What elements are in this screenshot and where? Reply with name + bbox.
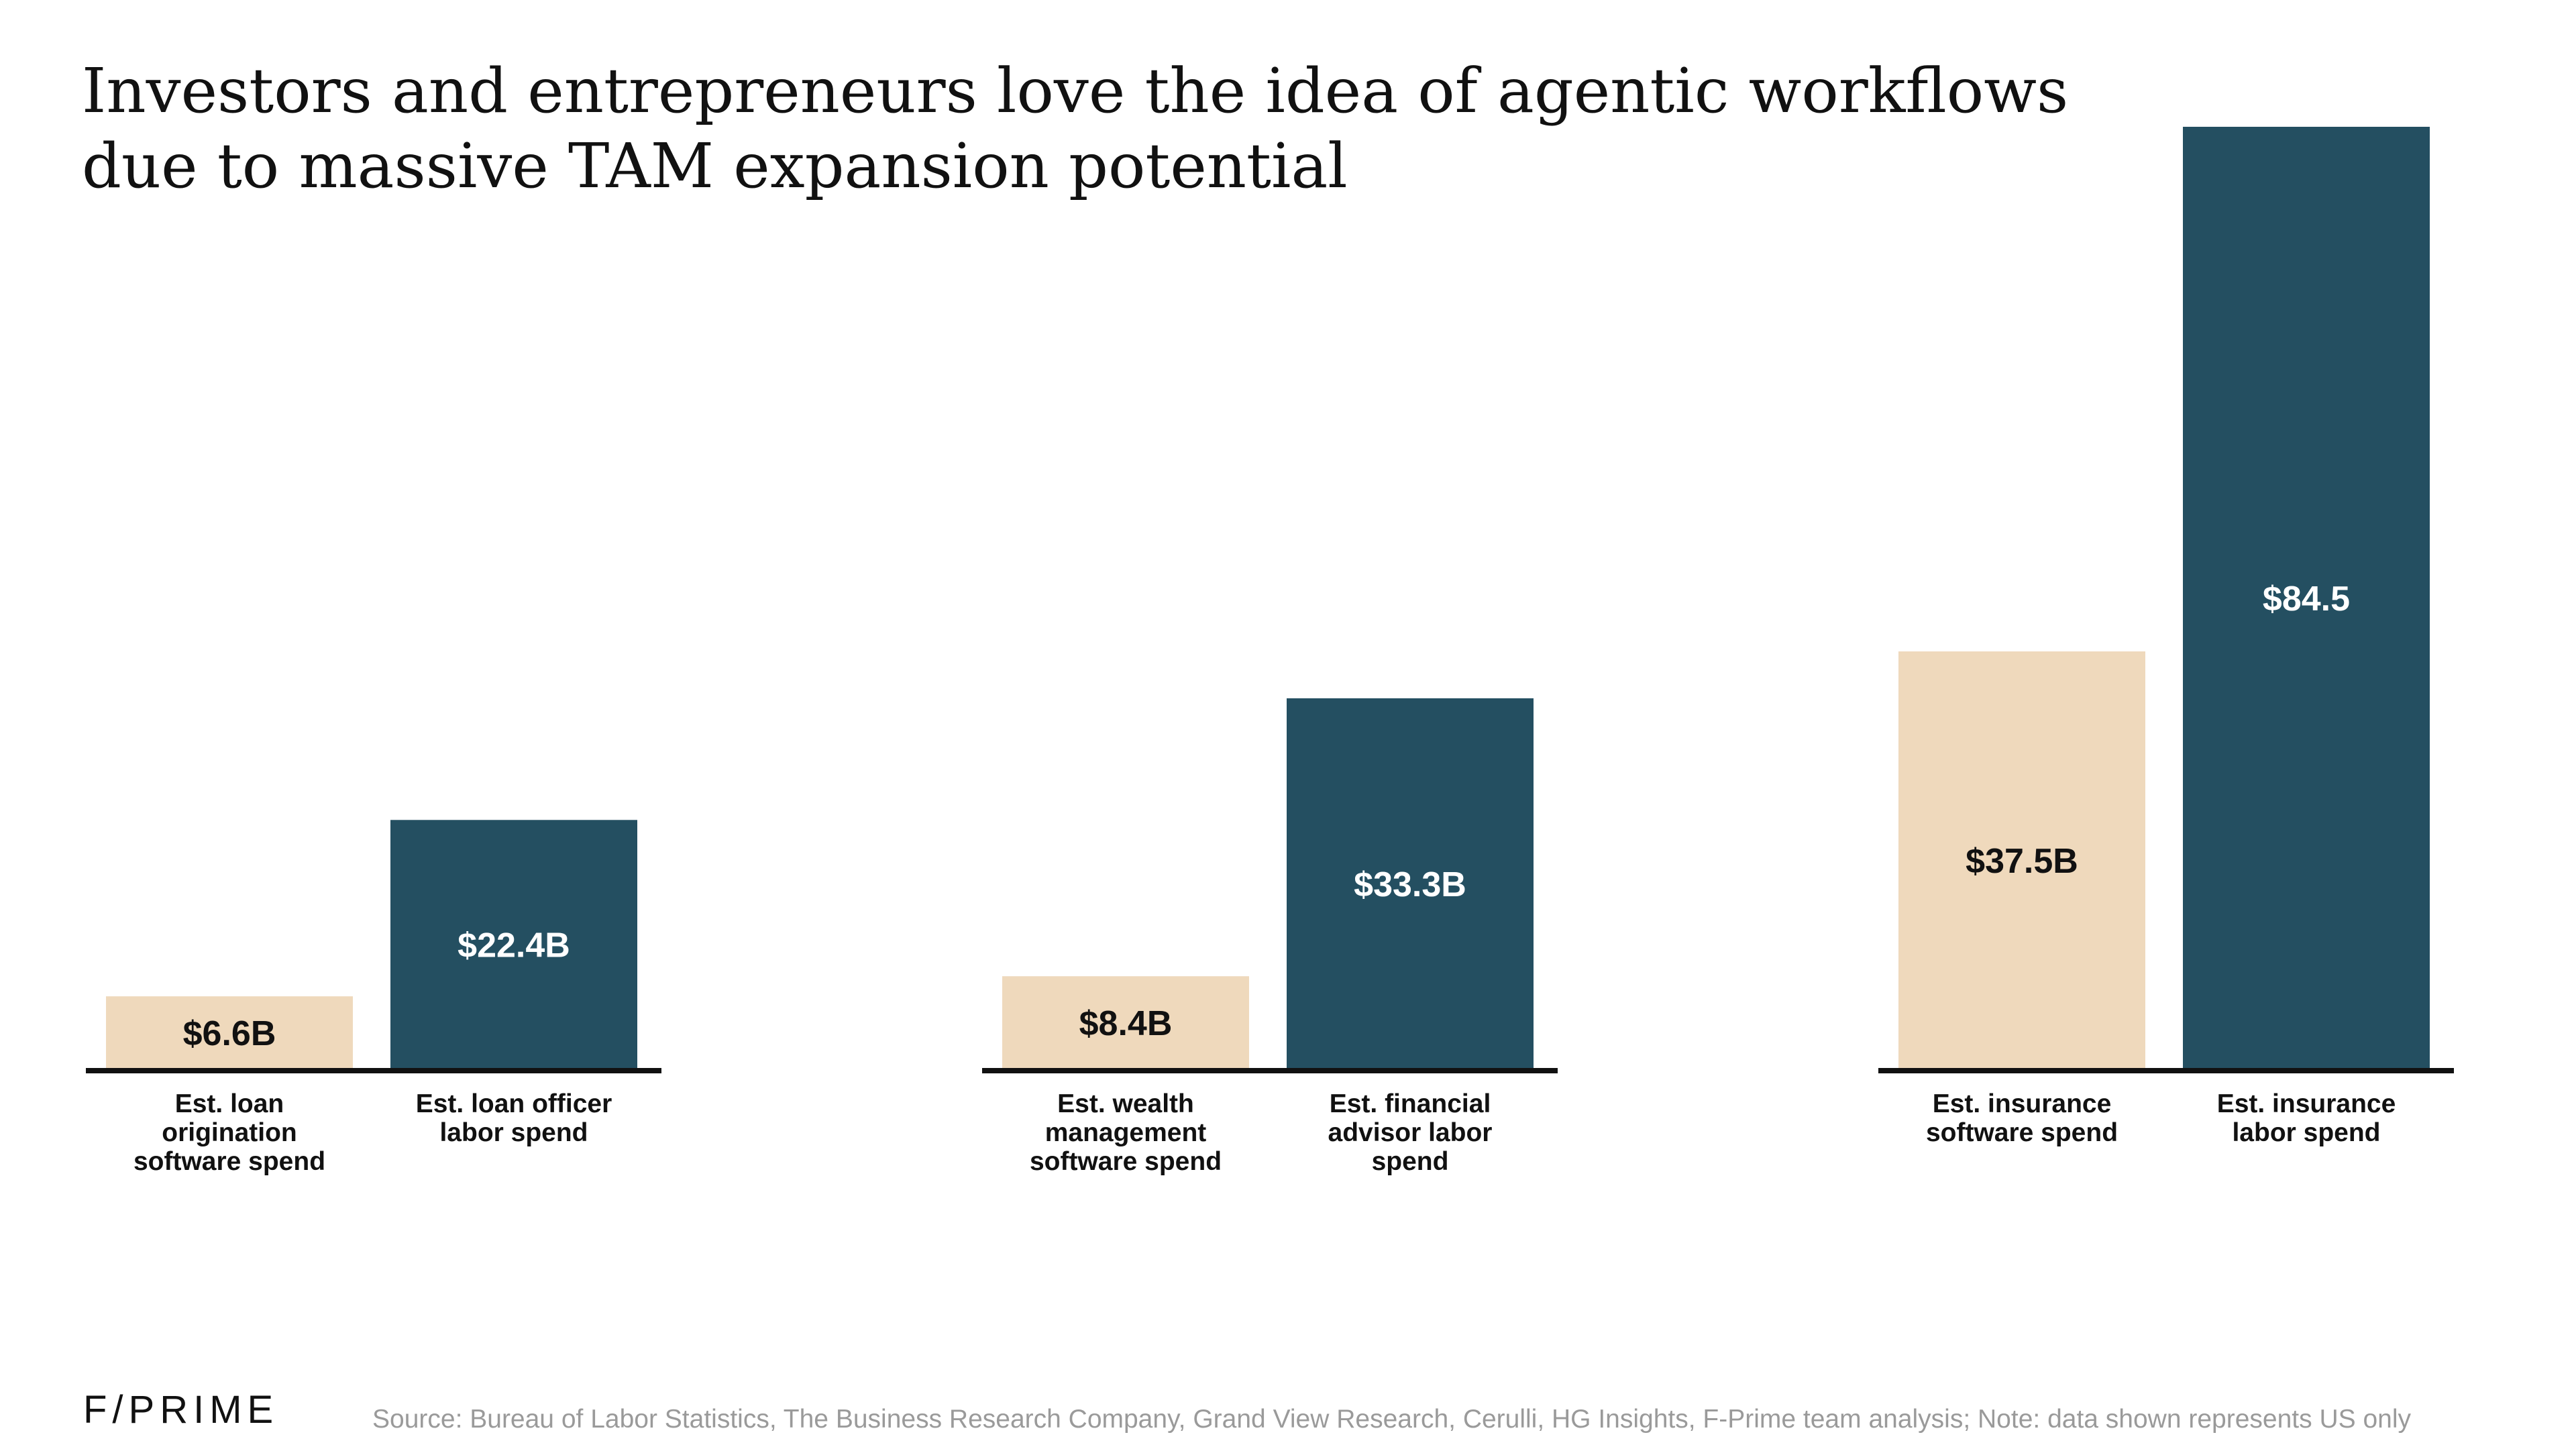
category-label-line: origination — [162, 1118, 297, 1147]
chart-title-line-1: Investors and entrepreneurs love the ide… — [82, 55, 2069, 127]
category-label-line: labor spend — [2232, 1118, 2380, 1147]
data-label-software-1: $6.6B — [183, 1014, 276, 1053]
data-label-software-3: $37.5B — [1966, 842, 2078, 881]
source-note: Source: Bureau of Labor Statistics, The … — [372, 1405, 2412, 1434]
category-label-software-1: Est. loan origination software spend — [133, 1089, 325, 1176]
bar-labor-2 — [1287, 698, 1534, 1070]
bar-labor-1 — [390, 820, 637, 1070]
category-label-line: Est. insurance — [2217, 1089, 2396, 1118]
category-label-line: Est. loan officer — [416, 1089, 612, 1118]
category-label-line: software spend — [1030, 1147, 1222, 1176]
category-label-line: Est. wealth — [1057, 1089, 1194, 1118]
bar-labor-3 — [2183, 127, 2430, 1070]
category-label-labor-1: Est. loan officer labor spend — [416, 1089, 612, 1147]
category-label-labor-3: Est. insurance labor spend — [2217, 1089, 2396, 1147]
fprime-logo: F/PRIME — [83, 1388, 279, 1432]
category-label-line: software spend — [1926, 1118, 2118, 1147]
baseline-3 — [1878, 1068, 2454, 1073]
chart-title-line-2: due to massive TAM expansion potential — [82, 130, 1348, 202]
data-label-labor-1: $22.4B — [458, 926, 570, 965]
category-label-software-3: Est. insurance software spend — [1926, 1089, 2118, 1147]
chart-title: Investors and entrepreneurs love the ide… — [82, 54, 2069, 204]
category-label-labor-2: Est. financial advisor labor spend — [1328, 1089, 1493, 1176]
baseline-2 — [982, 1068, 1558, 1073]
data-label-software-2: $8.4B — [1079, 1004, 1173, 1043]
category-label-line: Est. insurance — [1933, 1089, 2112, 1118]
bar-software-1 — [106, 996, 353, 1070]
bar-software-3 — [1898, 651, 2145, 1070]
category-label-line: spend — [1372, 1147, 1449, 1176]
category-label-line: Est. financial — [1330, 1089, 1491, 1118]
category-label-line: Est. loan — [175, 1089, 284, 1118]
baseline-1 — [86, 1068, 661, 1073]
category-label-line: management — [1045, 1118, 1207, 1147]
category-label-line: software spend — [133, 1147, 325, 1176]
bar-software-2 — [1002, 976, 1249, 1070]
category-label-line: labor spend — [439, 1118, 588, 1147]
data-label-labor-2: $33.3B — [1354, 865, 1466, 904]
category-label-line: advisor labor — [1328, 1118, 1493, 1147]
category-label-software-2: Est. wealth management software spend — [1030, 1089, 1222, 1176]
bar-group-1: $6.6B Est. loan origination software spend $… — [86, 820, 661, 1176]
bar-group-2: $8.4B Est. wealth management software spend… — [982, 698, 1558, 1176]
data-label-labor-3: $84.5 — [2263, 580, 2350, 619]
